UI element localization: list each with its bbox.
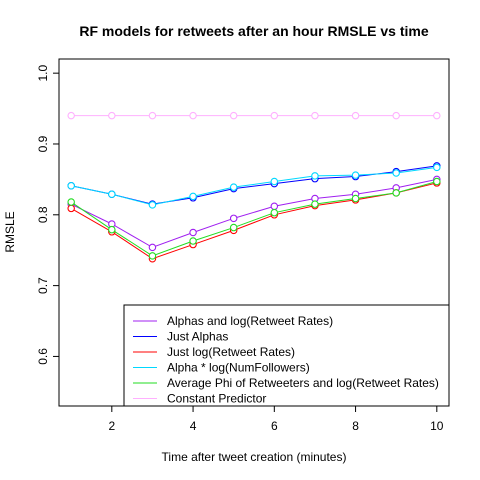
y-tick-label: 0.7 [36,277,50,294]
y-axis-label: RMSLE [3,211,17,252]
x-tick-label: 2 [108,419,115,433]
data-point [229,214,238,223]
y-tick-label: 0.9 [36,135,50,152]
legend-label: Alpha * log(NumFollowers) [167,361,310,375]
data-point [270,208,279,217]
data-point [189,237,197,245]
legend-label: Just log(Retweet Rates) [167,345,295,359]
legend-box [123,304,450,407]
data-point [148,243,157,252]
data-point [270,111,279,120]
data-point [148,111,157,120]
data-point [433,177,441,186]
legend-label: Alphas and log(Retweet Rates) [167,314,333,328]
y-tick-label: 0.6 [36,348,50,365]
data-point [311,172,319,180]
x-tick-label: 6 [271,419,278,433]
data-point [433,163,441,172]
data-point [189,192,197,201]
x-axis-label: Time after tweet creation (minutes) [162,450,347,464]
data-point [148,252,157,260]
data-point [108,111,116,120]
data-point [270,177,279,186]
data-point [270,202,279,211]
x-axis: 2 4 6 8 10 [108,406,444,433]
y-tick-label: 1.0 [36,64,50,81]
data-point [108,225,116,234]
x-tick-label: 8 [352,419,359,433]
x-tick-label: 10 [430,419,444,433]
series-layer [67,111,441,263]
data-point [229,183,238,191]
data-point [189,111,197,120]
series-line [70,182,437,260]
data-point [433,111,441,120]
data-point [392,169,400,177]
data-point [67,198,75,206]
data-point [351,194,360,203]
data-point [67,182,75,190]
y-tick-label: 0.8 [36,206,50,223]
series-line [70,181,437,257]
series-6 [67,111,441,120]
legend-label: Average Phi of Retweeters and log(Retwee… [167,376,439,390]
data-point [392,189,400,197]
series-line [71,166,437,206]
data-point [67,204,75,213]
data-point [311,111,319,120]
data-point [148,201,157,209]
y-axis: 0.6 0.7 0.8 0.9 1.0 [36,64,59,365]
series-5 [67,177,441,260]
data-point [351,111,360,120]
data-point [392,111,400,120]
data-point [229,111,238,120]
x-tick-label: 4 [190,419,197,433]
data-point [67,111,75,120]
legend-label: Constant Predictor [167,392,266,406]
data-point [108,190,116,199]
data-point [229,223,238,232]
series-line [70,178,437,248]
legend: Alphas and log(Retweet Rates) Just Alphas… [123,304,450,407]
data-point [351,171,360,179]
data-point [311,200,319,208]
legend-label: Just Alphas [167,330,228,344]
chart-title: RF models for retweets after an hour RMS… [79,23,429,39]
data-point [189,228,197,237]
series-4 [67,163,441,209]
